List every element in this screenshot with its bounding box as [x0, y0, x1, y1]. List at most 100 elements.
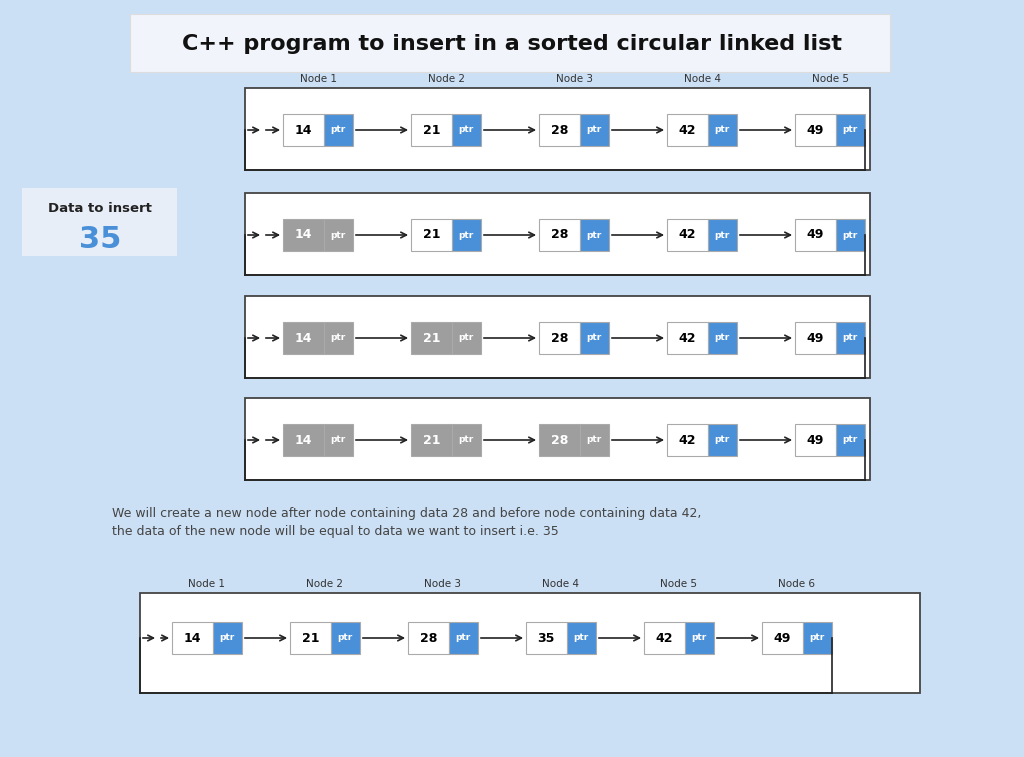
- Bar: [836, 424, 865, 456]
- Text: ptr: ptr: [587, 435, 602, 444]
- Bar: [140, 593, 920, 693]
- Bar: [795, 114, 836, 146]
- Bar: [795, 424, 836, 456]
- Bar: [795, 322, 836, 354]
- Text: ptr: ptr: [459, 334, 474, 342]
- Bar: [708, 114, 737, 146]
- Bar: [411, 219, 452, 251]
- Bar: [836, 322, 865, 354]
- Text: 14: 14: [295, 332, 312, 344]
- Text: Node 1: Node 1: [188, 579, 225, 589]
- Bar: [667, 114, 708, 146]
- Bar: [213, 622, 242, 654]
- Bar: [566, 622, 596, 654]
- Text: 28: 28: [551, 123, 568, 136]
- Bar: [539, 322, 580, 354]
- Bar: [130, 14, 890, 72]
- Bar: [408, 622, 449, 654]
- Bar: [667, 322, 708, 354]
- Bar: [836, 114, 865, 146]
- Text: ptr: ptr: [573, 634, 589, 643]
- Bar: [245, 398, 870, 480]
- Text: ptr: ptr: [587, 230, 602, 239]
- Text: Node 3: Node 3: [555, 74, 593, 84]
- Text: 21: 21: [423, 229, 440, 241]
- Bar: [580, 424, 609, 456]
- Bar: [283, 322, 324, 354]
- Text: 21: 21: [423, 123, 440, 136]
- Text: 42: 42: [679, 434, 696, 447]
- Text: ptr: ptr: [843, 126, 858, 135]
- Text: Node 4: Node 4: [683, 74, 721, 84]
- Text: ptr: ptr: [843, 435, 858, 444]
- Bar: [283, 219, 324, 251]
- Bar: [708, 219, 737, 251]
- Bar: [245, 193, 870, 275]
- Bar: [644, 622, 685, 654]
- Bar: [539, 114, 580, 146]
- Text: 28: 28: [551, 229, 568, 241]
- Text: Node 2: Node 2: [427, 74, 465, 84]
- Bar: [836, 219, 865, 251]
- Text: ptr: ptr: [331, 126, 346, 135]
- Text: 35: 35: [538, 631, 555, 644]
- Bar: [452, 424, 481, 456]
- Text: ptr: ptr: [456, 634, 471, 643]
- Text: Data to insert: Data to insert: [48, 201, 152, 214]
- Bar: [324, 219, 353, 251]
- Text: 42: 42: [679, 123, 696, 136]
- Bar: [172, 622, 213, 654]
- Text: ptr: ptr: [810, 634, 825, 643]
- Text: Node 3: Node 3: [425, 579, 462, 589]
- Text: 28: 28: [420, 631, 437, 644]
- Text: 21: 21: [301, 631, 319, 644]
- Text: 49: 49: [807, 434, 824, 447]
- Bar: [452, 322, 481, 354]
- Bar: [762, 622, 803, 654]
- Text: ptr: ptr: [459, 126, 474, 135]
- Bar: [580, 114, 609, 146]
- Text: 28: 28: [551, 332, 568, 344]
- Text: 42: 42: [655, 631, 673, 644]
- Text: Node 5: Node 5: [811, 74, 849, 84]
- Bar: [526, 622, 566, 654]
- Bar: [331, 622, 360, 654]
- Text: 35: 35: [79, 226, 121, 254]
- Text: ptr: ptr: [843, 230, 858, 239]
- Text: ptr: ptr: [331, 230, 346, 239]
- Bar: [411, 322, 452, 354]
- Bar: [283, 114, 324, 146]
- Bar: [245, 296, 870, 378]
- Bar: [708, 424, 737, 456]
- Bar: [411, 424, 452, 456]
- Text: 49: 49: [807, 332, 824, 344]
- Bar: [324, 114, 353, 146]
- Text: 21: 21: [423, 332, 440, 344]
- Bar: [803, 622, 831, 654]
- Text: 14: 14: [183, 631, 201, 644]
- Text: 14: 14: [295, 229, 312, 241]
- Text: the data of the new node will be equal to data we want to insert i.e. 35: the data of the new node will be equal t…: [112, 525, 559, 538]
- Text: ptr: ptr: [459, 230, 474, 239]
- Bar: [449, 622, 478, 654]
- Text: C++ program to insert in a sorted circular linked list: C++ program to insert in a sorted circul…: [182, 34, 842, 54]
- Bar: [324, 424, 353, 456]
- Text: ptr: ptr: [715, 230, 730, 239]
- Bar: [795, 219, 836, 251]
- Text: ptr: ptr: [331, 435, 346, 444]
- Text: 21: 21: [423, 434, 440, 447]
- Text: Node 5: Node 5: [660, 579, 697, 589]
- Text: 49: 49: [773, 631, 791, 644]
- Bar: [539, 219, 580, 251]
- Bar: [580, 219, 609, 251]
- Text: ptr: ptr: [220, 634, 234, 643]
- Text: Node 6: Node 6: [778, 579, 815, 589]
- Text: 14: 14: [295, 123, 312, 136]
- Text: ptr: ptr: [587, 334, 602, 342]
- Text: ptr: ptr: [587, 126, 602, 135]
- Bar: [22, 188, 177, 256]
- Text: 28: 28: [551, 434, 568, 447]
- Text: 49: 49: [807, 123, 824, 136]
- Text: ptr: ptr: [715, 435, 730, 444]
- Text: ptr: ptr: [338, 634, 353, 643]
